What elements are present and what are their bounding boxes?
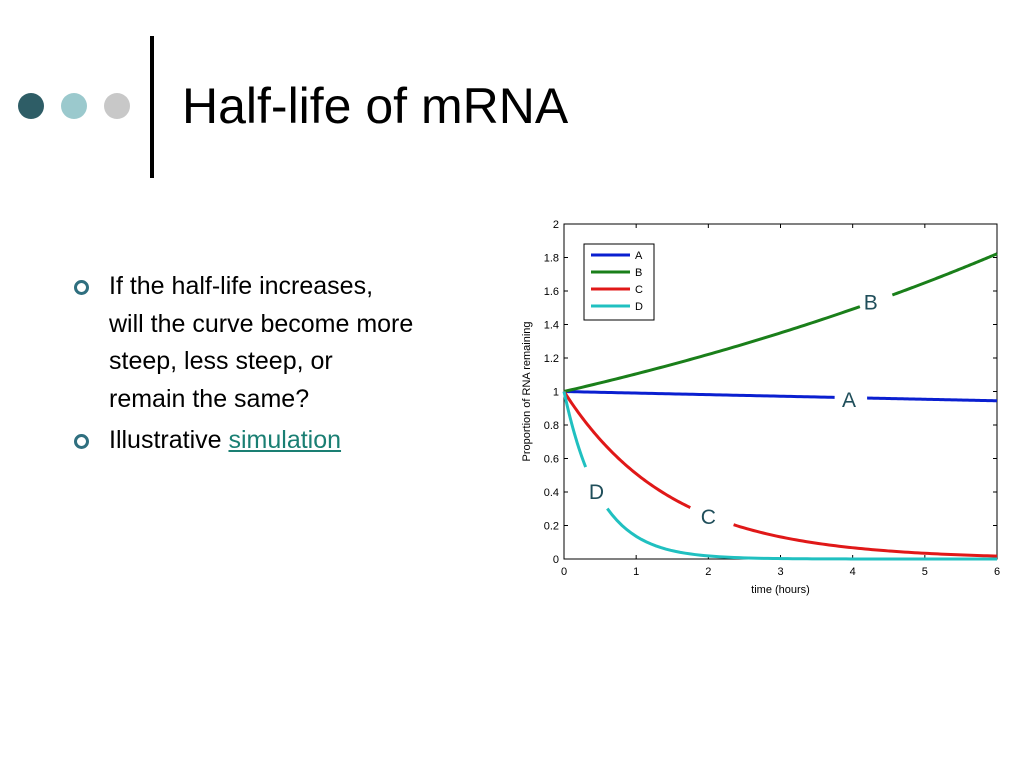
y-tick-label: 0.2 xyxy=(544,521,559,533)
legend-label-d: D xyxy=(635,301,643,313)
y-tick-label: 2 xyxy=(553,219,559,231)
series-line-c xyxy=(733,523,998,558)
series-line-a xyxy=(563,390,835,399)
legend-label-a: A xyxy=(635,250,643,262)
legend-label-b: B xyxy=(635,267,642,279)
bullet-text-question: If the half-life increases, will the cur… xyxy=(109,272,414,413)
series-line-a xyxy=(867,396,998,403)
curve-label-b: B xyxy=(864,292,878,315)
x-tick-label: 4 xyxy=(850,566,856,578)
y-tick-label: 0.8 xyxy=(544,420,559,432)
decor-dot-2 xyxy=(61,93,87,119)
bullet-list: If the half-life increases, will the cur… xyxy=(74,268,414,464)
decay-chart: 0 1 2 3 4 5 6 0 0.2 0.4 0.6 0.8 1 1.2 1.4 1.6 1.8 2 time (… xyxy=(521,219,1000,596)
y-tick-label: 1.4 xyxy=(544,320,559,332)
y-axis-label: Proportion of RNA remaining xyxy=(521,321,533,461)
decor-dot-1 xyxy=(18,93,44,119)
x-tick-label: 3 xyxy=(777,566,783,578)
decor-dot-3 xyxy=(104,93,130,119)
bullet-item-question: If the half-life increases, will the cur… xyxy=(74,268,414,418)
y-tick-label: 1.6 xyxy=(544,286,559,298)
simulation-link[interactable]: simulation xyxy=(228,426,342,454)
curve-label-d: D xyxy=(589,481,604,504)
series-line-c xyxy=(562,390,691,509)
x-tick-label: 6 xyxy=(994,566,1000,578)
bullet-item-simulation: Illustrative simulation xyxy=(74,422,414,460)
x-tick-label: 0 xyxy=(561,566,567,578)
curve-label-c: C xyxy=(701,506,716,529)
x-tick-label: 1 xyxy=(633,566,639,578)
y-tick-label: 0 xyxy=(553,554,559,566)
series-line-b xyxy=(563,305,861,393)
y-tick-label: 0.6 xyxy=(544,454,559,466)
legend-label-c: C xyxy=(635,284,643,296)
y-tick-label: 0.4 xyxy=(544,487,559,499)
series-line-d xyxy=(562,391,588,468)
x-tick-label: 2 xyxy=(705,566,711,578)
x-axis-label: time (hours) xyxy=(751,584,810,596)
slide-title: Half-life of mRNA xyxy=(182,78,569,134)
x-tick-label: 5 xyxy=(922,566,928,578)
bullet-ring-icon xyxy=(74,434,89,449)
y-tick-label: 1 xyxy=(553,387,559,399)
title-divider xyxy=(150,36,154,178)
decorative-dots xyxy=(18,93,138,121)
series-line-b xyxy=(891,252,998,297)
bullet-text-illustrative: Illustrative xyxy=(109,426,229,454)
curve-label-a: A xyxy=(842,389,856,412)
y-tick-label: 1.8 xyxy=(544,253,559,265)
y-tick-label: 1.2 xyxy=(544,353,559,365)
bullet-ring-icon xyxy=(74,280,89,295)
series-line-d xyxy=(606,507,997,561)
